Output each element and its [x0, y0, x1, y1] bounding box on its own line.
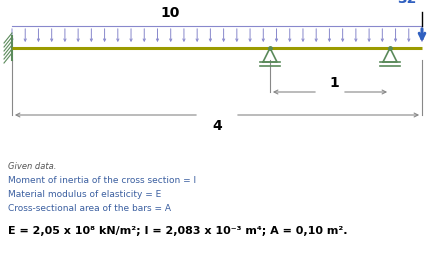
- Text: Moment of inertia of the cross section = I: Moment of inertia of the cross section =…: [8, 176, 196, 185]
- Text: E = 2,05 x 10⁸ kN/m²; I = 2,083 x 10⁻³ m⁴; A = 0,10 m².: E = 2,05 x 10⁸ kN/m²; I = 2,083 x 10⁻³ m…: [8, 226, 347, 236]
- Text: 4: 4: [212, 119, 221, 133]
- Text: Material modulus of elasticity = E: Material modulus of elasticity = E: [8, 190, 161, 199]
- Text: 10: 10: [160, 6, 179, 20]
- Text: 32: 32: [397, 0, 416, 6]
- Text: 1: 1: [328, 76, 338, 90]
- Text: Cross-sectional area of the bars = A: Cross-sectional area of the bars = A: [8, 204, 171, 213]
- Text: Given data.: Given data.: [8, 162, 56, 171]
